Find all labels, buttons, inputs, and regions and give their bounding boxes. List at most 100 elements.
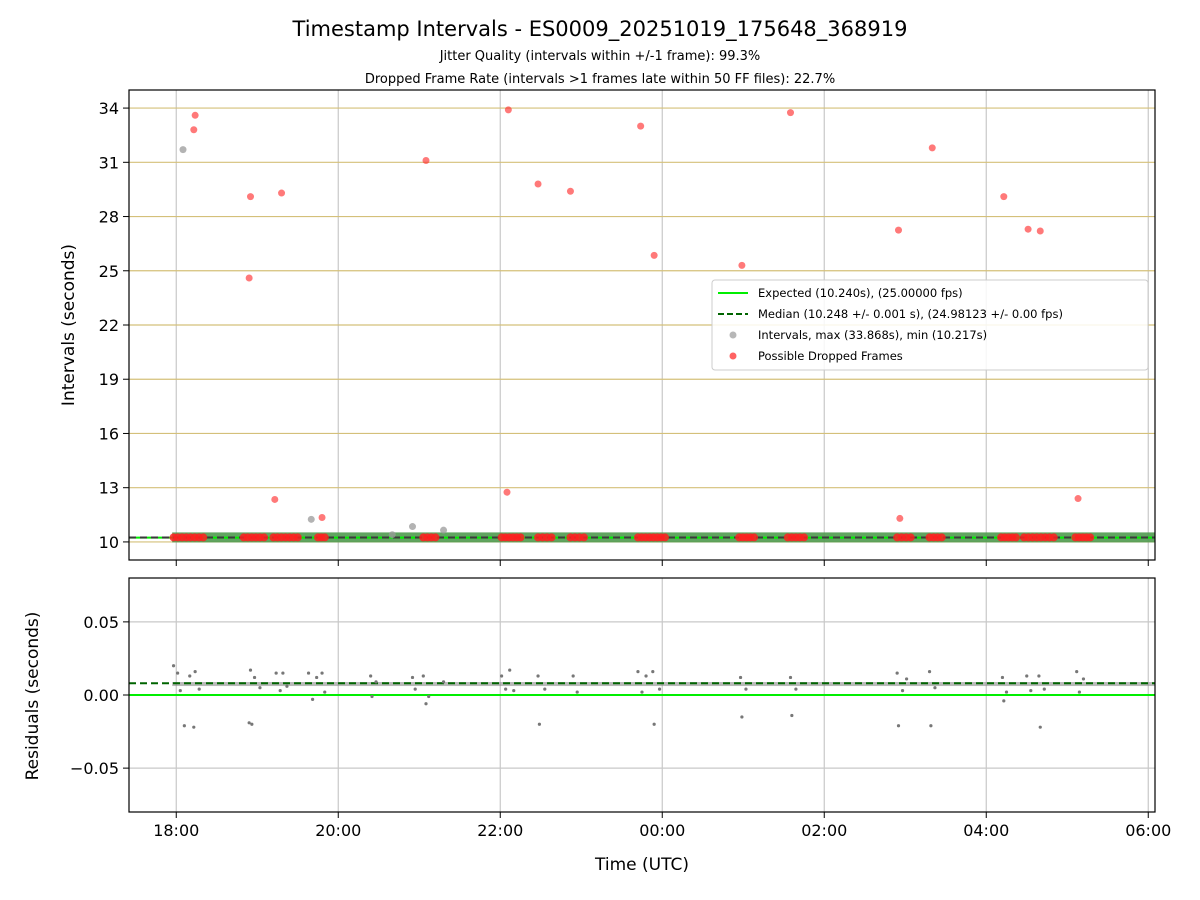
residual-point xyxy=(536,674,540,678)
dropped-frame-point xyxy=(896,514,904,522)
chart-title: Timestamp Intervals - ES0009_20251019_17… xyxy=(292,17,908,42)
residual-point xyxy=(1075,670,1079,674)
intervals-panel: 10 13 16 19 22 25 28 31 34 xyxy=(99,89,1156,566)
dropped-frame-point xyxy=(1036,227,1044,235)
bottom-y-axis-label: Residuals (seconds) xyxy=(23,612,43,781)
legend-entry-label: Expected (10.240s), (25.00000 fps) xyxy=(758,286,963,300)
residual-point xyxy=(311,697,315,701)
dropped-frame-point xyxy=(516,533,525,542)
top-y-tick-label: 13 xyxy=(99,479,119,498)
residual-point xyxy=(652,722,656,726)
residual-point xyxy=(252,675,257,680)
residual-point xyxy=(927,670,932,674)
dropped-frame-point xyxy=(320,533,329,542)
residual-point xyxy=(421,674,425,678)
legend-entry-label: Intervals, max (33.868s), min (10.217s) xyxy=(758,328,987,342)
dropped-frame-point xyxy=(293,533,302,542)
dropped-frame-point xyxy=(928,144,936,152)
dropped-frame-point xyxy=(1086,533,1095,542)
residual-point xyxy=(274,671,278,675)
residual-point xyxy=(250,722,254,726)
residual-point xyxy=(178,689,182,693)
dropped-frame-point xyxy=(750,533,759,542)
residual-point xyxy=(441,680,446,684)
residual-point xyxy=(504,687,508,691)
residual-point xyxy=(1038,725,1042,729)
dropped-frame-point xyxy=(534,180,542,188)
bottom-x-tick-label: 22:00 xyxy=(477,821,523,840)
residual-point xyxy=(575,690,579,694)
bottom-x-tick-label: 20:00 xyxy=(315,821,361,840)
dropped-frame-point xyxy=(937,533,946,542)
bottom-x-tick-label: 06:00 xyxy=(1125,821,1171,840)
dropped-frame-point xyxy=(1011,533,1020,542)
chart-legend: Expected (10.240s), (25.00000 fps) Median… xyxy=(711,279,1149,371)
residual-point xyxy=(905,677,909,681)
top-y-tick-label: 22 xyxy=(99,316,119,335)
residual-point xyxy=(508,668,512,672)
residual-point xyxy=(370,694,374,699)
dropped-frame-point xyxy=(906,533,915,542)
dropped-frame-point xyxy=(271,495,279,503)
residual-point xyxy=(543,687,547,691)
dropped-frame-point xyxy=(260,533,268,542)
bottom-y-tick-label: 0.00 xyxy=(83,686,119,705)
residual-point xyxy=(1037,674,1041,678)
top-y-tick-label: 31 xyxy=(99,153,119,172)
bottom-x-tick-label: 18:00 xyxy=(153,821,199,840)
dropped-frame-point xyxy=(660,533,669,542)
interval-point xyxy=(307,515,315,523)
dropped-frame-point xyxy=(895,226,902,234)
residual-point xyxy=(374,680,378,684)
residual-point xyxy=(933,686,937,690)
top-y-tick-label: 28 xyxy=(99,208,119,227)
top-y-tick-label: 16 xyxy=(99,424,119,443)
x-axis-label: Time (UTC) xyxy=(594,855,689,875)
residual-point xyxy=(410,675,415,680)
residual-point xyxy=(651,670,655,674)
residuals-panel: 18:00 20:00 22:00 00:00 02:00 04:00 06:00 −0.05… xyxy=(70,577,1171,840)
residual-point xyxy=(258,686,262,690)
residual-point xyxy=(182,724,186,728)
residual-point xyxy=(193,670,197,674)
residual-point xyxy=(369,674,373,678)
residual-point xyxy=(306,671,311,675)
residual-point xyxy=(794,687,798,691)
residual-point xyxy=(500,674,504,678)
dropped-frame-point xyxy=(579,533,588,542)
residual-point xyxy=(176,671,180,675)
residual-point xyxy=(320,671,324,675)
residual-point xyxy=(171,664,176,668)
bottom-x-tick-label: 04:00 xyxy=(963,821,1009,840)
residual-point xyxy=(285,684,289,688)
residual-point xyxy=(790,713,794,718)
residual-point xyxy=(644,674,648,678)
interval-point xyxy=(440,526,448,534)
top-y-tick-label: 19 xyxy=(99,370,119,389)
bottom-y-tick-label: 0.05 xyxy=(83,613,119,632)
dropped-frame-point xyxy=(1024,225,1032,233)
dropped-frame-point xyxy=(547,533,556,542)
residual-point xyxy=(1042,687,1046,691)
chart-subtitle-jitter: Jitter Quality (intervals within +/-1 fr… xyxy=(439,49,761,64)
dropped-frame-point xyxy=(650,251,658,259)
residual-point xyxy=(248,668,253,672)
residual-point xyxy=(896,724,901,728)
top-panel-frame xyxy=(128,89,1156,561)
dropped-frame-point xyxy=(431,533,440,542)
top-y-tick-label: 25 xyxy=(99,262,119,281)
dropped-frame-point xyxy=(800,533,808,542)
residual-point xyxy=(1077,690,1081,694)
chart-subtitle-dropped: Dropped Frame Rate (intervals >1 frames … xyxy=(365,72,835,87)
bottom-x-tick-label: 00:00 xyxy=(639,821,685,840)
residual-point xyxy=(1029,689,1033,693)
bottom-plot-area xyxy=(129,664,1155,729)
dropped-frame-point xyxy=(566,187,574,195)
dropped-frame-point xyxy=(1000,193,1008,201)
residual-point xyxy=(895,671,899,675)
legend-marker-swatch xyxy=(729,331,737,339)
residual-point xyxy=(192,725,196,729)
residual-point xyxy=(900,689,905,693)
dropped-frame-point xyxy=(637,122,645,130)
residual-point xyxy=(1081,677,1086,681)
